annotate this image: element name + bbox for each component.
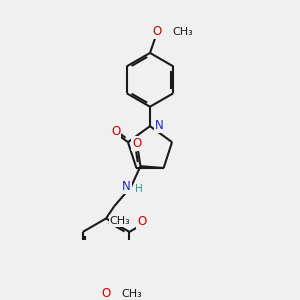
Text: CH₃: CH₃ — [110, 216, 130, 226]
Text: CH₃: CH₃ — [122, 289, 142, 299]
Text: O: O — [101, 287, 111, 300]
Text: O: O — [137, 214, 146, 228]
Text: CH₃: CH₃ — [172, 27, 193, 37]
Text: N: N — [155, 119, 164, 132]
Text: O: O — [132, 137, 141, 150]
Text: H: H — [136, 184, 143, 194]
Text: O: O — [111, 124, 121, 138]
Text: N: N — [122, 180, 131, 193]
Text: O: O — [152, 25, 161, 38]
